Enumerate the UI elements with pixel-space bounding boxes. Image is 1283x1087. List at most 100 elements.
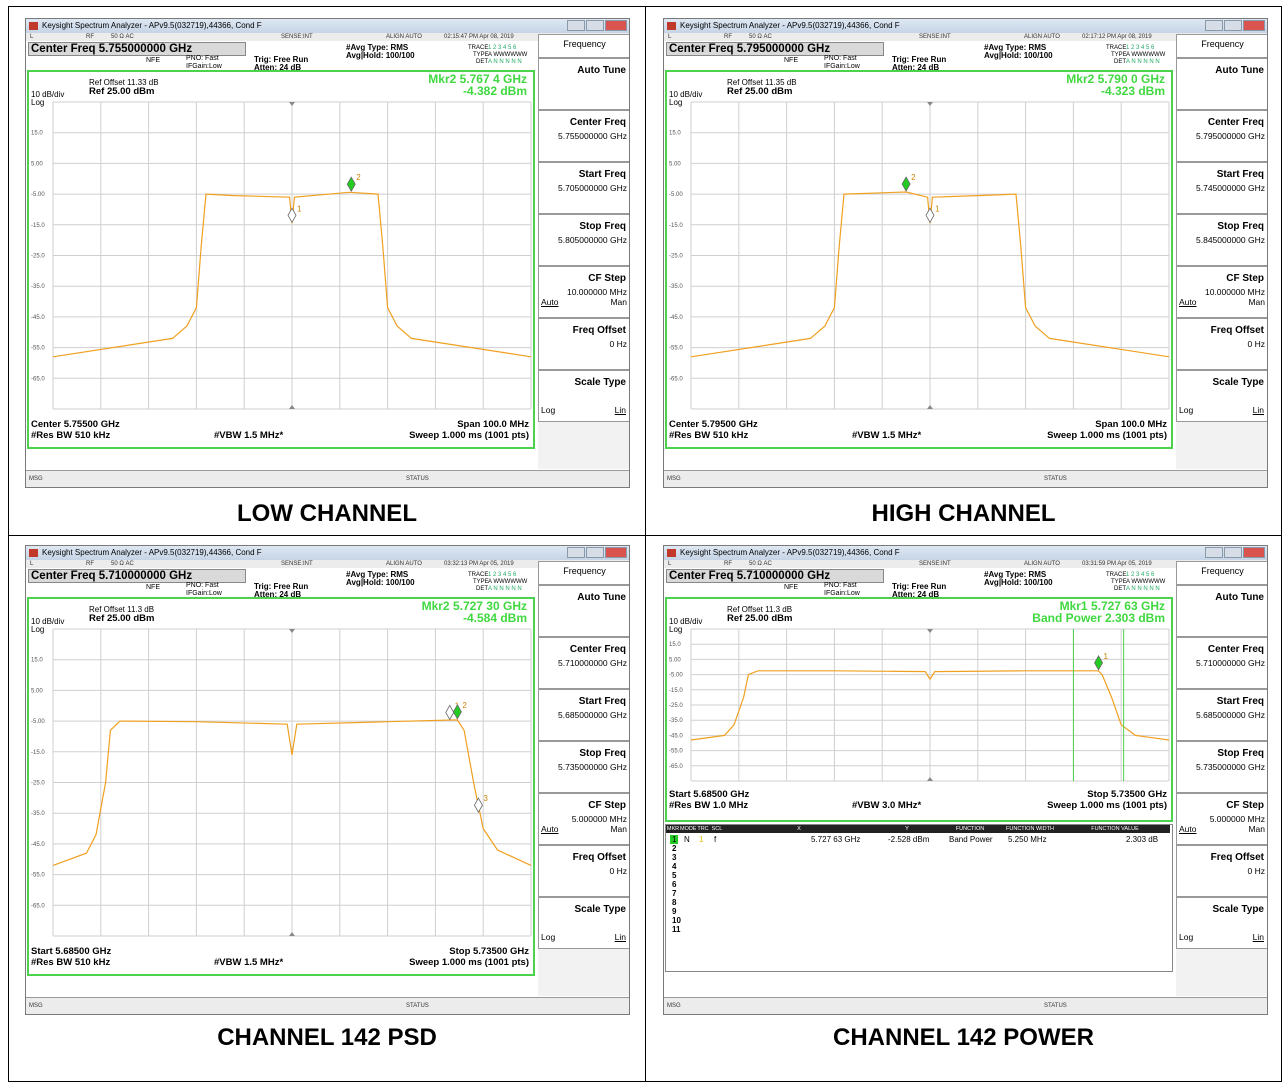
maximize-icon[interactable] xyxy=(586,547,604,558)
softkey-center-freq[interactable]: Center Freq 5.755000000 GHz xyxy=(538,110,629,162)
scale-type-lin[interactable]: Lin xyxy=(1252,405,1264,415)
window-title-bar: Keysight Spectrum Analyzer - APv9.5(0327… xyxy=(26,19,629,33)
cf-step-man[interactable]: Man xyxy=(1248,297,1265,307)
scale-type-log[interactable]: Log xyxy=(1179,932,1194,942)
maximize-icon[interactable] xyxy=(1224,547,1242,558)
close-icon[interactable] xyxy=(1243,547,1265,558)
cf-step-man[interactable]: Man xyxy=(1248,824,1265,834)
cf-step-auto[interactable]: Auto xyxy=(541,824,559,834)
softkey-auto-tune[interactable]: Auto Tune xyxy=(1176,58,1267,110)
center-marker-bottom xyxy=(289,932,295,936)
softkey-freq-offset[interactable]: Freq Offset 0 Hz xyxy=(1176,845,1267,897)
softkey-start-freq[interactable]: Start Freq 5.705000000 GHz xyxy=(538,162,629,214)
y-tick-label: -45.0 xyxy=(31,842,45,848)
ref-offset: Ref Offset 11.33 dB xyxy=(89,78,159,87)
softkey-scale-type[interactable]: Scale Type Log Lin xyxy=(1176,897,1267,949)
softkey-freq-offset[interactable]: Freq Offset 0 Hz xyxy=(1176,318,1267,370)
avg-hold-label: Avg|Hold: 100/100 xyxy=(984,51,1053,60)
softkey-cf-step[interactable]: CF Step 10.000000 MHz Auto Man xyxy=(538,266,629,318)
softkey-cf-step[interactable]: CF Step 5.000000 MHz Auto Man xyxy=(538,793,629,845)
softkey-cf-step[interactable]: CF Step 10.000000 MHz Auto Man xyxy=(1176,266,1267,318)
cf-step-man[interactable]: Man xyxy=(610,297,627,307)
softkey-freq-offset-title: Freq Offset xyxy=(1210,325,1264,336)
minimize-icon[interactable] xyxy=(567,20,585,31)
softkey-auto-tune-title: Auto Tune xyxy=(1215,592,1264,603)
y-tick-label: -25.0 xyxy=(669,254,683,260)
softkey-start-freq[interactable]: Start Freq 5.685000000 GHz xyxy=(1176,689,1267,741)
softkey-stop-freq[interactable]: Stop Freq 5.805000000 GHz xyxy=(538,214,629,266)
center-freq-display[interactable]: Center Freq 5.755000000 GHz xyxy=(28,42,246,56)
status-l: L xyxy=(668,561,672,567)
maximize-icon[interactable] xyxy=(1224,20,1242,31)
close-icon[interactable] xyxy=(605,20,627,31)
app-icon xyxy=(667,22,676,30)
softkey-scale-type-title: Scale Type xyxy=(1212,904,1264,915)
softkey-freq-offset[interactable]: Freq Offset 0 Hz xyxy=(538,845,629,897)
trace-label: TRACE xyxy=(1106,572,1127,578)
cf-step-auto[interactable]: Auto xyxy=(541,297,559,307)
atten-label: Atten: 24 dB xyxy=(254,63,302,72)
ifgain-label: IFGain:Low xyxy=(824,590,860,597)
pno-label: PNO: Fast xyxy=(186,55,219,62)
scale-label: 10 dB/div xyxy=(669,617,703,626)
window-buttons xyxy=(1205,547,1265,558)
softkey-scale-type[interactable]: Scale Type Log Lin xyxy=(538,897,629,949)
status-align: ALIGN AUTO xyxy=(386,34,422,40)
softkey-start-freq[interactable]: Start Freq 5.685000000 GHz xyxy=(538,689,629,741)
status-label: STATUS xyxy=(406,1003,429,1009)
softkey-auto-tune[interactable]: Auto Tune xyxy=(538,58,629,110)
softkey-cf-step[interactable]: CF Step 5.000000 MHz Auto Man xyxy=(1176,793,1267,845)
sweep-label: Sweep 1.000 ms (1001 pts) xyxy=(1047,430,1167,441)
spectrum-trace xyxy=(52,719,532,866)
cf-step-man[interactable]: Man xyxy=(610,824,627,834)
softkey-center-freq[interactable]: Center Freq 5.795000000 GHz xyxy=(1176,110,1267,162)
y-tick-label: -65.0 xyxy=(669,376,683,382)
softkey-start-freq[interactable]: Start Freq 5.745000000 GHz xyxy=(1176,162,1267,214)
softkey-stop-freq[interactable]: Stop Freq 5.845000000 GHz xyxy=(1176,214,1267,266)
marker-table-header: TRC xyxy=(696,825,710,833)
nfe-label: NFE xyxy=(146,584,160,591)
scale-type-lin[interactable]: Lin xyxy=(614,405,626,415)
softkey-stop-freq[interactable]: Stop Freq 5.735000000 GHz xyxy=(538,741,629,793)
minimize-icon[interactable] xyxy=(567,547,585,558)
marker-table-header: Y xyxy=(874,825,940,833)
softkey-center-freq[interactable]: Center Freq 5.710000000 GHz xyxy=(538,637,629,689)
softkey-auto-tune[interactable]: Auto Tune xyxy=(538,585,629,637)
marker-table-cell: 1 xyxy=(699,835,704,844)
center-freq-display[interactable]: Center Freq 5.795000000 GHz xyxy=(666,42,884,56)
scale-type-lin[interactable]: Lin xyxy=(1252,932,1264,942)
cf-step-auto[interactable]: Auto xyxy=(1179,297,1197,307)
y-tick-label: -55.0 xyxy=(31,873,45,879)
softkey-auto-tune[interactable]: Auto Tune xyxy=(1176,585,1267,637)
close-icon[interactable] xyxy=(605,547,627,558)
center-freq-display[interactable]: Center Freq 5.710000000 GHz xyxy=(666,569,884,583)
y-tick-label: -45.0 xyxy=(669,315,683,321)
scale-type-log[interactable]: Log xyxy=(1179,405,1194,415)
softkey-stop-freq[interactable]: Stop Freq 5.735000000 GHz xyxy=(1176,741,1267,793)
cf-step-auto[interactable]: Auto xyxy=(1179,824,1197,834)
trace-label: TRACE xyxy=(1106,45,1127,51)
softkey-center-freq[interactable]: Center Freq 5.710000000 GHz xyxy=(1176,637,1267,689)
app-icon xyxy=(667,549,676,557)
spectrum-plot: 15.0 5.00 -5.00 -15.0 -25.0 -35.0 -45.0 -55.0 -6… xyxy=(669,101,1170,410)
message-bar: MSG STATUS xyxy=(26,997,629,1014)
softkey-freq-offset[interactable]: Freq Offset 0 Hz xyxy=(538,318,629,370)
minimize-icon[interactable] xyxy=(1205,20,1223,31)
softkey-scale-type[interactable]: Scale Type Log Lin xyxy=(538,370,629,422)
trace-label: TRACE xyxy=(468,45,489,51)
maximize-icon[interactable] xyxy=(586,20,604,31)
status-rf: RF xyxy=(724,34,732,40)
close-icon[interactable] xyxy=(1243,20,1265,31)
softkey-scale-type[interactable]: Scale Type Log Lin xyxy=(1176,370,1267,422)
softkey-stop-freq-value: 5.735000000 GHz xyxy=(1196,762,1265,772)
softkey-start-freq-value: 5.745000000 GHz xyxy=(1196,183,1265,193)
trace-numbers: 1 2 3 4 5 6 xyxy=(488,45,517,51)
scale-type-lin[interactable]: Lin xyxy=(614,932,626,942)
minimize-icon[interactable] xyxy=(1205,547,1223,558)
status-align: ALIGN AUTO xyxy=(1024,561,1060,567)
scale-type-log[interactable]: Log xyxy=(541,405,556,415)
marker-table-row-number: 2 xyxy=(672,844,677,853)
scale-type-log[interactable]: Log xyxy=(541,932,556,942)
center-freq-display[interactable]: Center Freq 5.710000000 GHz xyxy=(28,569,246,583)
softkey-scale-type-title: Scale Type xyxy=(574,377,626,388)
